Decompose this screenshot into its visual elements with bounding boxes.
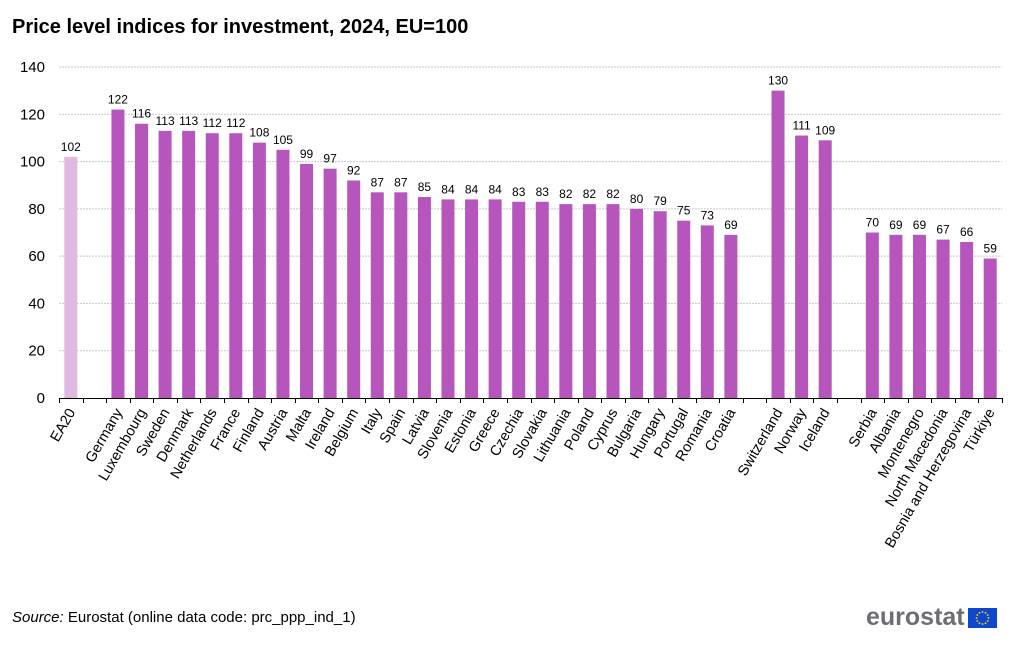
bar [465, 199, 479, 398]
bar [135, 123, 149, 398]
bar [347, 180, 361, 398]
y-tick-label: 0 [37, 390, 45, 407]
bar [300, 163, 314, 398]
y-tick-label: 140 [20, 59, 45, 76]
data-label: 82 [606, 187, 620, 201]
bar [417, 197, 431, 398]
data-label: 112 [226, 116, 245, 130]
bar [158, 130, 172, 399]
bar [229, 133, 243, 398]
data-label: 113 [179, 114, 198, 128]
data-label: 82 [583, 187, 597, 201]
bar [252, 142, 266, 398]
logo-text: eurostat [866, 603, 965, 631]
data-label: 84 [441, 182, 455, 196]
data-label: 92 [347, 163, 361, 177]
bar [653, 211, 667, 398]
data-label: 99 [300, 147, 314, 161]
bar [818, 140, 832, 399]
data-label: 97 [323, 152, 337, 166]
bar [771, 90, 785, 399]
y-tick-label: 60 [28, 248, 45, 265]
chart-title: Price level indices for investment, 2024… [12, 16, 469, 38]
y-tick-label: 20 [28, 343, 45, 360]
bar [936, 239, 950, 398]
bar [700, 225, 714, 398]
y-tick-label: 100 [20, 154, 45, 171]
bar [724, 234, 738, 398]
data-label: 87 [394, 175, 408, 189]
data-label: 113 [156, 114, 175, 128]
source-note: Source: Eurostat (online data code: prc_… [12, 609, 356, 626]
bar [630, 208, 644, 398]
data-label: 67 [936, 223, 950, 237]
x-tick-label: EA20 [48, 406, 80, 445]
data-label: 108 [249, 126, 269, 140]
data-label: 69 [889, 218, 903, 232]
data-label: 84 [465, 182, 479, 196]
y-tick-label: 80 [28, 201, 45, 218]
eurostat-logo: eurostat [866, 603, 997, 632]
bar [582, 204, 596, 398]
data-label: 130 [768, 74, 788, 88]
source-label: Source: [12, 609, 64, 626]
bar [205, 133, 219, 398]
data-label: 111 [792, 119, 811, 133]
y-tick-label: 40 [28, 295, 45, 312]
bar [912, 234, 926, 398]
data-label: 112 [203, 116, 222, 130]
data-label: 79 [653, 194, 667, 208]
data-label: 84 [488, 182, 502, 196]
data-label: 75 [677, 204, 691, 218]
bar [535, 201, 549, 398]
data-label: 69 [724, 218, 738, 232]
bar [512, 201, 526, 398]
data-label: 109 [815, 123, 835, 137]
bar [677, 220, 691, 398]
data-label: 102 [61, 140, 81, 154]
data-label: 82 [559, 187, 573, 201]
bar [488, 199, 502, 398]
bar [960, 241, 974, 398]
data-label: 70 [866, 216, 880, 230]
data-label: 87 [371, 175, 385, 189]
bar [865, 232, 879, 398]
data-label: 83 [536, 185, 550, 199]
bar [370, 192, 384, 398]
data-label: 85 [418, 180, 432, 194]
data-label: 80 [630, 192, 644, 206]
bar [394, 192, 408, 398]
data-label: 83 [512, 185, 526, 199]
data-label: 73 [701, 208, 715, 222]
y-tick-label: 120 [20, 106, 45, 123]
data-label: 122 [108, 93, 128, 107]
data-label: 105 [273, 133, 293, 147]
data-label: 66 [960, 225, 974, 239]
data-label: 116 [132, 107, 151, 121]
bar [64, 156, 78, 398]
bar [983, 258, 997, 398]
bar [276, 149, 290, 398]
bar [606, 204, 620, 398]
bar [182, 130, 196, 399]
data-label: 59 [984, 242, 998, 256]
bar [795, 135, 809, 399]
bar [889, 234, 903, 398]
eu-flag-icon [967, 607, 997, 628]
data-label: 69 [913, 218, 927, 232]
source-text: Eurostat (online data code: prc_ppp_ind_… [63, 609, 356, 626]
bar [111, 109, 125, 399]
bar [441, 199, 455, 398]
bar [559, 204, 573, 398]
bar [323, 168, 337, 398]
